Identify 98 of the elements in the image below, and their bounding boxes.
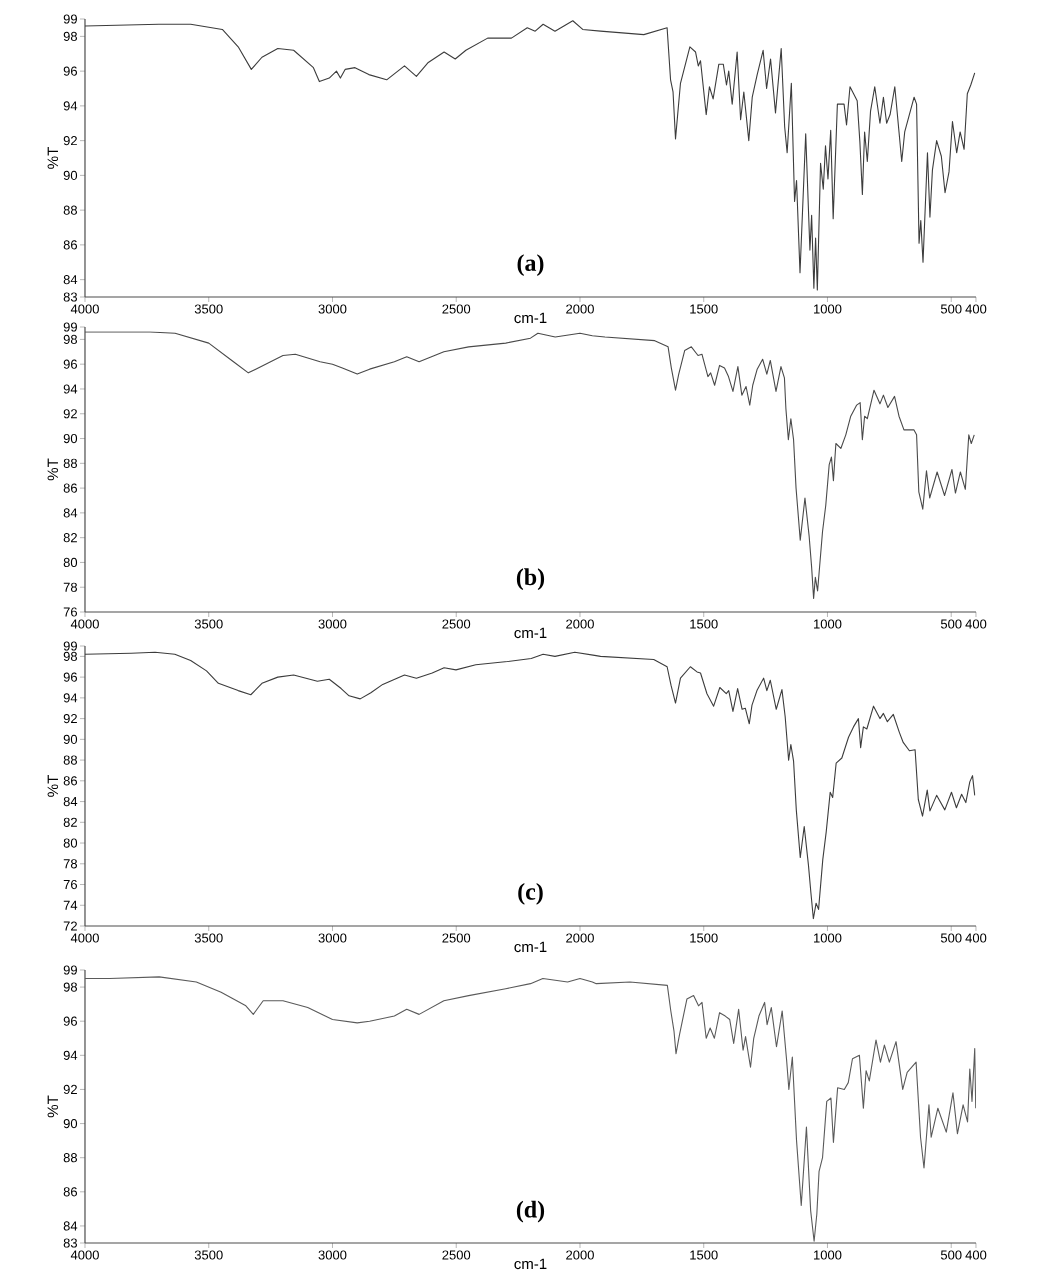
x-tick-label: 3500 xyxy=(194,933,223,943)
y-tick-label: 98 xyxy=(63,31,77,41)
y-tick-label: 84 xyxy=(63,275,78,285)
x-tick-label: 4000 xyxy=(70,1250,99,1260)
x-tick-label: 3500 xyxy=(194,304,223,314)
x-axis-title: cm-1 xyxy=(514,1258,547,1270)
x-tick-label: 400 xyxy=(965,619,987,629)
y-tick-label: 88 xyxy=(63,1153,77,1163)
y-tick-label: 92 xyxy=(63,409,77,419)
y-tick-label: 72 xyxy=(63,921,77,931)
x-tick-label: 400 xyxy=(965,933,987,943)
line-series xyxy=(84,651,976,920)
x-axis-title: cm-1 xyxy=(514,312,547,324)
annotation: (b) xyxy=(516,568,545,591)
x-tick-label: 4000 xyxy=(70,619,99,629)
y-tick-label: 83 xyxy=(63,292,77,302)
y-tick-label: 96 xyxy=(63,1016,77,1026)
y-tick-label: 82 xyxy=(63,533,77,543)
x-tick-label: 1500 xyxy=(690,1250,718,1260)
x-tick-label: 3000 xyxy=(318,1250,347,1260)
x-axis-title: cm-1 xyxy=(514,627,547,639)
y-tick-label: 99 xyxy=(63,641,77,651)
y-tick-label: 88 xyxy=(63,205,77,215)
y-tick-label: 90 xyxy=(63,1118,78,1129)
y-tick-label: 99 xyxy=(63,965,77,975)
x-tick-label: 1500 xyxy=(690,619,718,629)
y-tick-label: 98 xyxy=(63,982,77,992)
x-tick-label: 400 xyxy=(965,1250,987,1260)
x-tick-label: 1000 xyxy=(814,1250,842,1260)
y-tick-label: 94 xyxy=(63,101,78,111)
x-tick-label: 1500 xyxy=(690,304,718,314)
y-tick-label: 90 xyxy=(63,433,78,444)
y-tick-label: 88 xyxy=(63,458,77,468)
x-axis-title: cm-1 xyxy=(514,941,547,953)
x-tick-label: 500 xyxy=(940,933,962,943)
x-tick-label: 2500 xyxy=(442,933,471,943)
y-tick-label: 98 xyxy=(63,651,77,661)
x-tick-label: 1000 xyxy=(814,619,842,629)
annotation: (a) xyxy=(517,254,544,276)
y-tick-label: 82 xyxy=(63,817,77,827)
y-tick-label: 84 xyxy=(63,1221,78,1231)
x-tick-label: 2500 xyxy=(442,304,471,314)
y-tick-label: 92 xyxy=(63,136,77,146)
x-tick-label: 500 xyxy=(940,619,962,629)
y-axis-title: %T xyxy=(47,775,59,797)
y-tick-label: 94 xyxy=(63,693,78,703)
x-tick-label: 3000 xyxy=(318,304,347,314)
y-tick-label: 92 xyxy=(63,1084,77,1095)
y-axis-title: %T xyxy=(47,147,59,169)
y-tick-label: 92 xyxy=(63,714,77,724)
y-tick-label: 98 xyxy=(63,334,77,345)
x-tick-label: 400 xyxy=(965,304,987,314)
x-tick-label: 4000 xyxy=(70,304,99,314)
y-tick-label: 94 xyxy=(63,384,78,394)
y-tick-label: 99 xyxy=(63,14,77,24)
y-tick-label: 99 xyxy=(63,322,77,332)
x-tick-label: 3500 xyxy=(194,1250,223,1260)
y-tick-label: 94 xyxy=(63,1050,78,1060)
y-tick-label: 76 xyxy=(63,879,77,890)
annotation: (d) xyxy=(516,1200,545,1223)
x-tick-label: 1500 xyxy=(690,933,718,943)
x-tick-label: 2500 xyxy=(442,1250,471,1260)
y-tick-label: 86 xyxy=(63,1187,77,1197)
y-axis-title: %T xyxy=(47,1095,59,1118)
x-tick-label: 2000 xyxy=(566,619,594,629)
y-tick-label: 84 xyxy=(63,508,78,518)
y-tick-label: 80 xyxy=(63,557,78,568)
y-tick-label: 96 xyxy=(63,359,77,369)
x-tick-label: 2000 xyxy=(566,1250,594,1260)
x-tick-label: 4000 xyxy=(70,933,99,943)
y-tick-label: 78 xyxy=(63,582,77,592)
x-tick-label: 2000 xyxy=(566,304,594,314)
y-tick-label: 83 xyxy=(63,1238,77,1248)
y-tick-label: 86 xyxy=(63,483,77,493)
x-tick-label: 2000 xyxy=(566,933,594,943)
x-tick-label: 3000 xyxy=(318,619,347,629)
y-tick-label: 96 xyxy=(63,66,77,76)
x-tick-label: 3000 xyxy=(318,933,347,943)
y-tick-label: 76 xyxy=(63,607,77,617)
y-axis-title: %T xyxy=(47,458,59,481)
line-series xyxy=(84,20,976,291)
y-tick-label: 88 xyxy=(63,755,77,765)
y-tick-label: 90 xyxy=(63,170,78,180)
x-tick-label: 500 xyxy=(940,1250,962,1260)
x-tick-label: 1000 xyxy=(814,933,842,943)
y-tick-label: 90 xyxy=(63,734,78,744)
y-tick-label: 80 xyxy=(63,838,78,848)
y-tick-label: 86 xyxy=(63,776,77,786)
x-tick-label: 500 xyxy=(940,304,962,314)
y-tick-label: 96 xyxy=(63,672,77,682)
y-tick-label: 78 xyxy=(63,859,77,869)
x-tick-label: 3500 xyxy=(194,619,223,629)
y-tick-label: 74 xyxy=(63,900,78,910)
y-tick-label: 84 xyxy=(63,796,78,807)
annotation: (c) xyxy=(518,882,543,905)
y-tick-label: 86 xyxy=(63,240,77,250)
x-tick-label: 1000 xyxy=(814,304,842,314)
x-tick-label: 2500 xyxy=(442,619,471,629)
